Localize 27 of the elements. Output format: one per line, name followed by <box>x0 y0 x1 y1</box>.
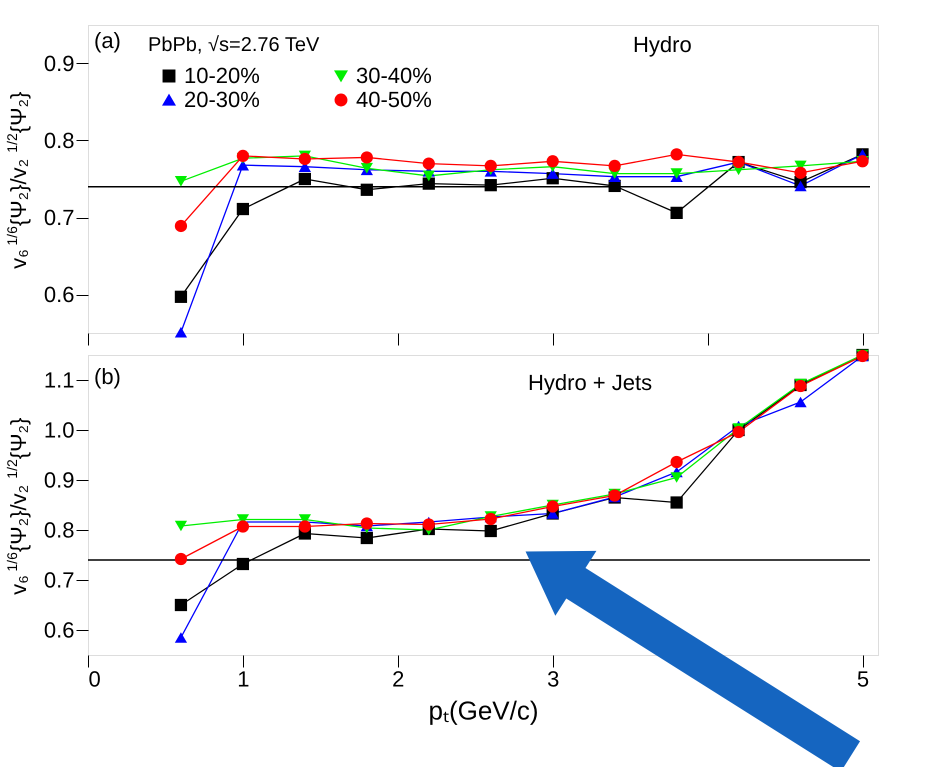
legend-label: 10-20% <box>184 63 260 88</box>
x-tick-label: 1 <box>237 666 250 692</box>
y-tick-label: 0.8 <box>44 518 74 542</box>
y-tick-label: 0.9 <box>44 51 74 76</box>
y-tick-label: 1.0 <box>44 418 74 442</box>
x-axis-title: pₜ(GeV/c) <box>428 696 539 726</box>
legend-label: 30-40% <box>356 63 432 88</box>
annotation: PbPb, √s=2.76 TeV <box>148 34 320 56</box>
y-tick-label: 0.6 <box>44 618 74 642</box>
annotation: Hydro <box>633 32 692 57</box>
y-tick-label: 0.8 <box>44 128 74 153</box>
y-tick-label: 0.7 <box>44 205 74 230</box>
x-tick-label: 5 <box>856 666 870 692</box>
y-tick-label: 0.6 <box>44 282 74 307</box>
x-tick-label: 0 <box>88 666 101 692</box>
x-tick-label: 3 <box>547 666 560 692</box>
y-tick-label: 1.1 <box>44 368 74 392</box>
annotation: (b) <box>94 364 121 389</box>
x-tick-label: 2 <box>392 666 404 692</box>
annotation: (a) <box>94 28 121 53</box>
legend-label: 20-30% <box>184 87 260 112</box>
y-axis-title: v₆1/6{Ψ₂}/v₂1/2{Ψ₂} <box>4 92 31 269</box>
y-tick-label: 0.9 <box>44 468 74 492</box>
annotation: Hydro + Jets <box>528 370 652 395</box>
y-axis-title: v₆1/6{Ψ₂}/v₂1/2{Ψ₂} <box>4 418 31 595</box>
y-tick-label: 0.7 <box>44 568 74 592</box>
legend-label: 40-50% <box>356 87 432 112</box>
